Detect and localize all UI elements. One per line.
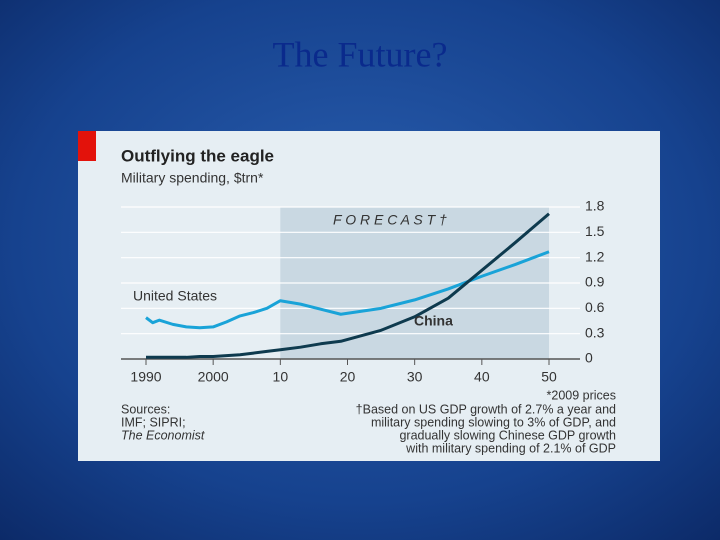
chart-subtitle: Military spending, $trn* (121, 170, 264, 186)
red-tag (78, 131, 96, 161)
series-label: China (414, 313, 453, 329)
chart-title: Outflying the eagle (121, 146, 274, 165)
x-tick-label: 1990 (130, 369, 161, 385)
x-tick-label: 2000 (198, 369, 229, 385)
y-tick-label: 1.2 (585, 248, 605, 264)
x-tick-label: 50 (541, 369, 557, 385)
source-line: The Economist (121, 428, 205, 442)
slide-title: The Future? (273, 34, 448, 74)
y-tick-label: 0.6 (585, 299, 605, 315)
x-tick-label: 30 (407, 369, 423, 385)
footnote-line: military spending slowing to 3% of GDP, … (371, 415, 616, 429)
source-line: IMF; SIPRI; (121, 415, 186, 429)
footnote-line: †Based on US GDP growth of 2.7% a year a… (356, 402, 616, 416)
footnote-line: with military spending of 2.1% of GDP (405, 441, 616, 455)
x-tick-label: 10 (273, 369, 289, 385)
x-tick-label: 20 (340, 369, 356, 385)
y-tick-label: 1.5 (585, 223, 605, 239)
series-line (145, 250, 550, 330)
y-tick-label: 1.8 (585, 198, 605, 214)
series-line (146, 212, 550, 359)
x-tick-label: 40 (474, 369, 490, 385)
unit-note: *2009 prices (547, 388, 617, 402)
y-tick-label: 0 (585, 350, 593, 366)
y-tick-label: 0.9 (585, 274, 605, 290)
forecast-label: F O R E C A S T † (333, 212, 447, 228)
series-label: United States (133, 288, 217, 304)
plot: F O R E C A S T † 0 0.3 0.6 0.9 1.2 1.5 1.8 1990… (121, 198, 617, 455)
footnote-line: gradually slowing Chinese GDP growth (399, 428, 616, 442)
y-tick-label: 0.3 (585, 324, 605, 340)
source-line: Sources: (121, 402, 170, 416)
